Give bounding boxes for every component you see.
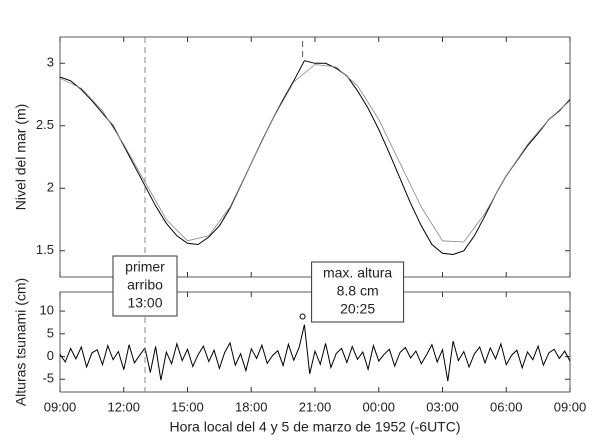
x-tick-label: 18:00: [235, 399, 268, 414]
annotation-text: max. altura: [323, 265, 392, 281]
series-line: [59, 60, 571, 256]
y-tick-label: 10: [40, 303, 54, 318]
x-tick-label: 15:00: [171, 399, 204, 414]
x-tick-label: 03:00: [426, 399, 459, 414]
y-tick-label: 3: [47, 55, 54, 70]
x-axis-label: Hora local del 4 y 5 de marzo de 1952 (-…: [169, 419, 460, 435]
y-axis-label: Alturas tsunami (cm): [13, 278, 29, 406]
y-tick-label: 2.5: [36, 117, 54, 132]
annotation-box: [112, 255, 178, 317]
y-tick-label: -5: [42, 371, 54, 386]
plot-area: [59, 36, 571, 278]
x-tick-label: 09:00: [554, 399, 587, 414]
annotation-box: [311, 261, 405, 323]
annotation-text: primer: [125, 259, 165, 275]
annotation-text: 20:25: [340, 301, 375, 317]
peak-marker: [299, 313, 306, 320]
x-tick-label: 09:00: [44, 399, 77, 414]
annotation-text: 8.8 cm: [337, 283, 379, 299]
y-axis-label: Nivel del mar (m): [13, 104, 29, 211]
y-tick-label: 0: [47, 348, 54, 363]
x-tick-label: 12:00: [107, 399, 140, 414]
y-tick-label: 1.5: [36, 242, 54, 257]
y-tick-label: 5: [47, 325, 54, 340]
x-tick-label: 21:00: [299, 399, 332, 414]
annotation-text: 13:00: [127, 295, 162, 311]
y-tick-label: 2: [47, 180, 54, 195]
annotation-text: arribo: [127, 277, 163, 293]
x-tick-label: 06:00: [490, 399, 523, 414]
x-tick-label: 00:00: [362, 399, 395, 414]
